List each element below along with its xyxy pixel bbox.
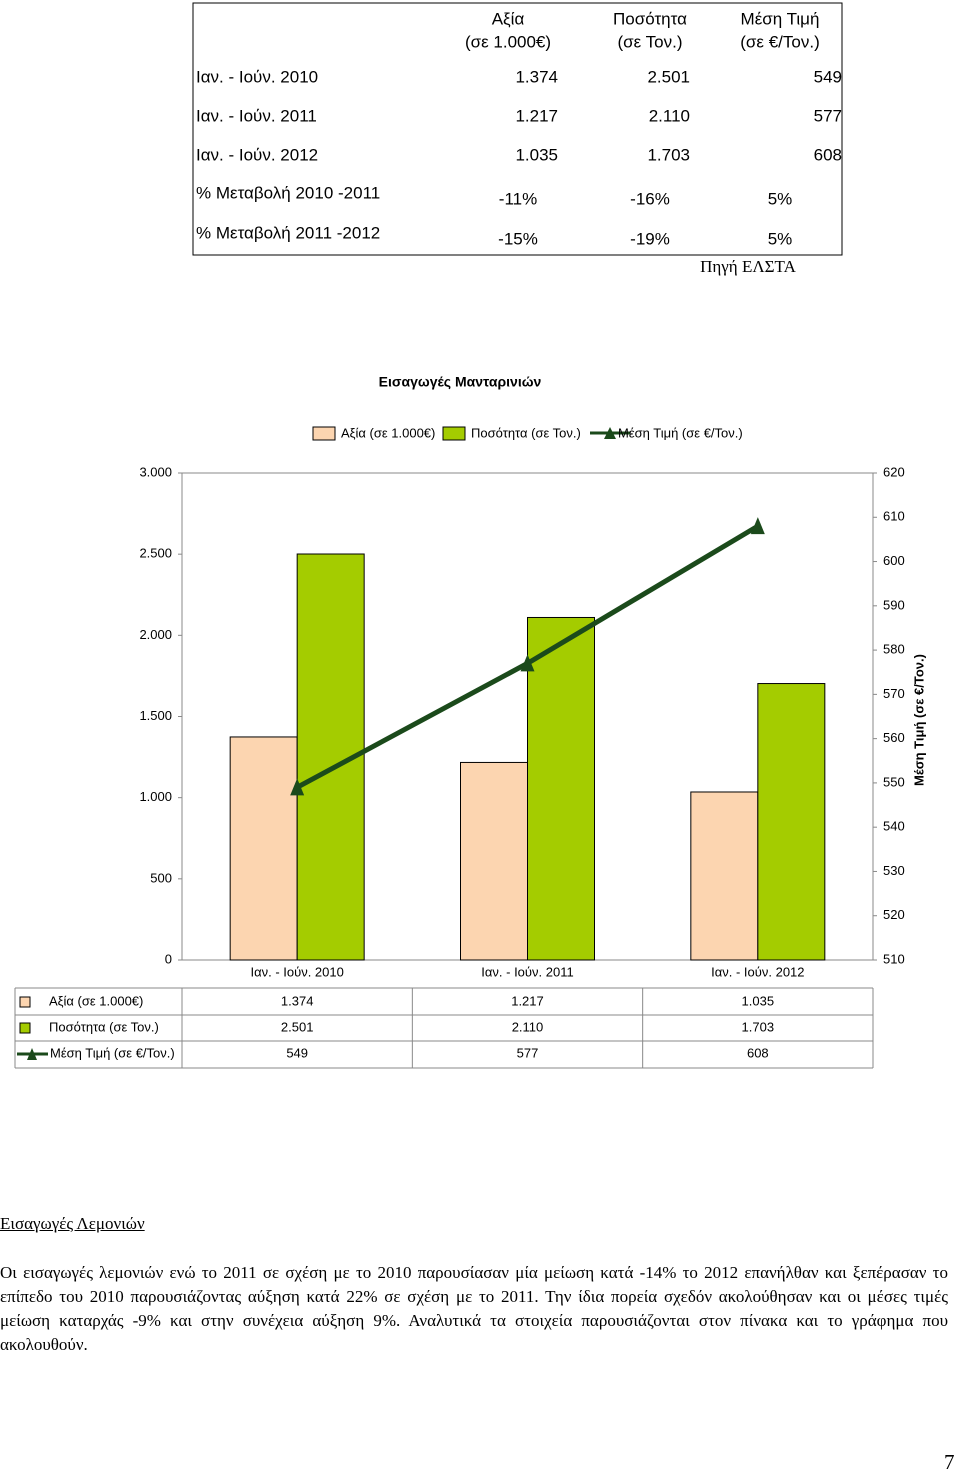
- bar: [460, 761, 528, 961]
- bar: [757, 683, 826, 961]
- table-row-label: Ιαν. - Ιούν. 2011: [196, 106, 317, 125]
- legend-swatch: [312, 426, 336, 441]
- y-tick-label: 0: [165, 951, 172, 966]
- legend-swatch: [19, 996, 31, 1008]
- data-table-value: 1.374: [281, 993, 314, 1008]
- y-tick-label: 1.500: [139, 708, 172, 723]
- table-cell: -11%: [499, 189, 537, 208]
- data-table-value: 608: [747, 1045, 769, 1060]
- data-table-value: 2.501: [281, 1019, 314, 1034]
- x-tick-label: Ιαν. - Ιούν. 2011: [481, 964, 573, 979]
- table-cell: 1.217: [515, 106, 558, 125]
- bar: [690, 791, 759, 961]
- legend-marker: [604, 427, 616, 439]
- legend-label: Μέση Τιμή (σε €/Τον.): [50, 1045, 175, 1060]
- data-table-value: 1.703: [742, 1019, 775, 1034]
- table-row-label: Ιαν. - Ιούν. 2010: [196, 67, 318, 86]
- table-cell: 549: [814, 67, 842, 86]
- table-cell: 1.703: [647, 145, 690, 164]
- y-tick-label: 500: [150, 870, 172, 885]
- data-table-value: 1.035: [742, 993, 775, 1008]
- legend-marker: [27, 1048, 37, 1060]
- table-header: Αξία: [492, 9, 525, 28]
- table-cell: -16%: [630, 189, 670, 208]
- legend-label: Μέση Τιμή (σε €/Τον.): [618, 425, 743, 440]
- legend-swatch: [19, 1022, 31, 1034]
- table-cell: 2.110: [649, 106, 690, 125]
- bar: [527, 616, 595, 961]
- source: Πηγή ΕΛΣΤΑ: [700, 257, 796, 276]
- data-table-value: 549: [286, 1045, 308, 1060]
- y2-tick-label: 540: [883, 819, 905, 834]
- y-tick-label: 1.000: [139, 789, 172, 804]
- table-cell: -15%: [498, 229, 538, 248]
- legend-label: Ποσότητα (σε Τον.): [471, 425, 581, 440]
- table-header: (σε €/Τον.): [740, 32, 820, 51]
- table-row-label: Ιαν. - Ιούν. 2012: [196, 145, 318, 164]
- table-cell: 608: [814, 145, 842, 164]
- y2-tick-label: 520: [883, 907, 905, 922]
- y2-tick-label: 620: [883, 464, 905, 479]
- table-header: Ποσότητα: [613, 9, 687, 28]
- table-header: (σε Τον.): [617, 32, 682, 51]
- y2-axis-label: Μέση Τιμή (σε €/Τον.): [911, 654, 926, 786]
- y2-tick-label: 510: [883, 951, 905, 966]
- table-border: [192, 2, 843, 256]
- chart-title: Εισαγωγές Μανταρινιών: [379, 374, 542, 390]
- table-row-label: % Μεταβολή 2010 -2011: [196, 183, 380, 202]
- data-table-value: 1.217: [511, 993, 544, 1008]
- y2-tick-label: 560: [883, 730, 905, 745]
- y-tick-label: 3.000: [139, 464, 172, 479]
- table-cell: 577: [814, 106, 842, 125]
- y-tick-label: 2.500: [139, 546, 172, 561]
- section-title: Εισαγωγές Λεμονιών: [0, 1214, 145, 1233]
- table-cell: 1.035: [515, 145, 558, 164]
- line-marker: [290, 778, 305, 796]
- bar: [229, 736, 298, 961]
- data-table-value: 577: [517, 1045, 539, 1060]
- page-number: 7: [944, 1450, 955, 1474]
- legend-label: Ποσότητα (σε Τον.): [49, 1019, 159, 1034]
- y2-tick-label: 570: [883, 686, 905, 701]
- legend-swatch: [442, 426, 466, 441]
- y2-tick-label: 610: [883, 509, 905, 524]
- table-row-label: % Μεταβολή 2011 -2012: [196, 223, 380, 242]
- table-header: Μέση Τιμή: [741, 9, 820, 28]
- y2-tick-label: 550: [883, 774, 905, 789]
- table-cell: 5%: [768, 229, 793, 248]
- legend-label: Αξία (σε 1.000€): [49, 993, 143, 1008]
- y-tick-label: 2.000: [139, 627, 172, 642]
- table-cell: 1.374: [515, 67, 558, 86]
- table-cell: 5%: [768, 189, 793, 208]
- y2-tick-label: 580: [883, 642, 905, 657]
- data-table-value: 2.110: [512, 1019, 544, 1034]
- line-marker: [520, 654, 535, 672]
- x-tick-label: Ιαν. - Ιούν. 2010: [250, 964, 343, 979]
- table-header: (σε 1.000€): [465, 32, 551, 51]
- x-tick-label: Ιαν. - Ιούν. 2012: [711, 964, 804, 979]
- y2-tick-label: 590: [883, 597, 905, 612]
- line-marker: [750, 517, 765, 535]
- legend-label: Αξία (σε 1.000€): [341, 425, 435, 440]
- paragraph: Οι εισαγωγές λεμονιών ενώ το 2011 σε σχέ…: [0, 1263, 948, 1354]
- y2-tick-label: 600: [883, 553, 905, 568]
- y2-tick-label: 530: [883, 863, 905, 878]
- table-cell: -19%: [630, 229, 670, 248]
- table-cell: 2.501: [647, 67, 690, 86]
